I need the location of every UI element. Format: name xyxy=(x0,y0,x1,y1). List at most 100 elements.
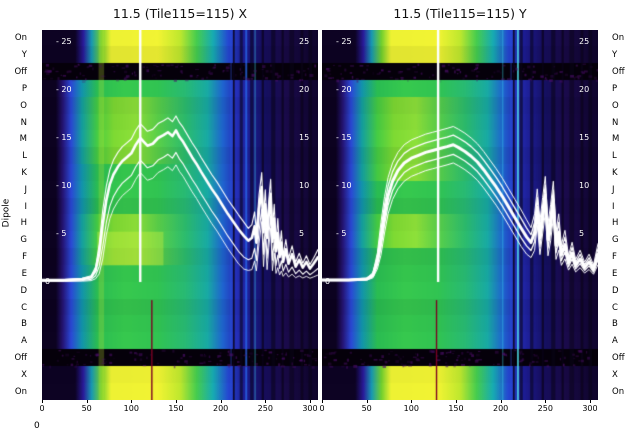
x-tick-label: 0 xyxy=(39,404,45,413)
dipole-row-label-right: On xyxy=(612,33,625,44)
value-tick-label-left: 0 xyxy=(325,277,331,286)
x-tick-mark xyxy=(366,400,368,403)
x-tick-label: 150 xyxy=(448,404,464,413)
x-tick-label: 50 xyxy=(81,404,92,413)
x-tick-label: 300 xyxy=(302,404,318,413)
x-tick-mark xyxy=(309,400,311,403)
x-tick-label: 50 xyxy=(361,404,372,413)
value-tick-label-right: 5 xyxy=(579,229,585,238)
value-tick-label-right: 15 xyxy=(579,133,590,142)
value-tick-label-left: - 10 xyxy=(336,181,352,190)
x-tick-mark xyxy=(131,400,133,403)
dipole-row-label-left: C xyxy=(21,302,27,313)
dipole-row-label-left: A xyxy=(21,336,27,347)
plot-title-x: 11.5 (Tile115=115) X xyxy=(112,6,248,21)
value-tick-label-left: - 15 xyxy=(56,133,72,142)
dipole-row-label-right: P xyxy=(612,83,618,94)
plot-title-y: 11.5 (Tile115=115) Y xyxy=(393,6,527,21)
dipole-row-label-right: Off xyxy=(612,67,625,78)
dipole-row-label-left: D xyxy=(20,285,27,296)
dipole-row-label-left: P xyxy=(21,83,27,94)
x-tick-label: 300 xyxy=(582,404,598,413)
dipole-row-label-left: N xyxy=(20,117,27,128)
x-tick-label: 200 xyxy=(213,404,229,413)
dipole-row-label-right: F xyxy=(612,252,617,263)
dipole-row-label-left: On xyxy=(14,33,27,44)
x-tick-mark xyxy=(42,400,43,403)
dipole-row-label-left: M xyxy=(19,134,27,145)
dipole-row-label-left: On xyxy=(14,386,27,397)
dipole-row-label-right: N xyxy=(612,117,619,128)
x-tick-label: 100 xyxy=(123,404,139,413)
dipole-row-label-right: O xyxy=(612,100,619,111)
value-tick-label-left: - 20 xyxy=(336,85,352,94)
dipole-row-label-right: D xyxy=(612,285,619,296)
value-tick-label-left: - 10 xyxy=(56,181,72,190)
value-tick-label-right: 20 xyxy=(579,85,590,94)
x-tick-label: 100 xyxy=(403,404,419,413)
dipole-row-label-right: I xyxy=(612,201,615,212)
value-tick-label-right: 15 xyxy=(299,133,310,142)
dipole-row-label-right: J xyxy=(612,184,615,195)
heatmap-plot-y xyxy=(322,30,598,400)
dipole-row-label-left: K xyxy=(21,167,27,178)
dipole-row-label-right: On xyxy=(612,386,625,397)
dipole-row-label-left: X xyxy=(21,369,27,380)
value-tick-label-right: 25 xyxy=(579,37,590,46)
dipole-row-label-right: M xyxy=(612,134,620,145)
x-tick-mark xyxy=(500,400,502,403)
value-tick-label-left: - 5 xyxy=(336,229,347,238)
value-tick-label-left: - 25 xyxy=(56,37,72,46)
value-tick-label-left: 0 xyxy=(45,277,51,286)
stray-zero-label: 0 xyxy=(34,421,40,431)
dipole-row-label-right: A xyxy=(612,336,618,347)
dipole-row-label-left: F xyxy=(22,252,27,263)
value-tick-label-right: 25 xyxy=(299,37,310,46)
x-tick-mark xyxy=(265,400,267,403)
x-tick-mark xyxy=(589,400,591,403)
value-tick-label-right: 20 xyxy=(299,85,310,94)
dipole-row-label-left: E xyxy=(21,268,27,279)
dipole-row-label-right: H xyxy=(612,218,619,229)
value-tick-label-right: 5 xyxy=(299,229,305,238)
dipole-row-label-left: I xyxy=(24,201,27,212)
dipole-row-label-right: G xyxy=(612,235,619,246)
dipole-row-label-left: Off xyxy=(14,67,27,78)
dipole-row-label-right: X xyxy=(612,369,618,380)
value-tick-label-left: - 25 xyxy=(336,37,352,46)
dipole-row-label-left: Off xyxy=(14,352,27,363)
dipole-row-label-right: Y xyxy=(612,50,618,61)
x-tick-label: 250 xyxy=(537,404,553,413)
dipole-row-label-right: L xyxy=(612,151,617,162)
x-tick-mark xyxy=(322,400,323,403)
x-tick-label: 250 xyxy=(257,404,273,413)
dipole-row-label-left: H xyxy=(20,218,27,229)
dipole-row-label-left: G xyxy=(20,235,27,246)
dipole-row-label-left: J xyxy=(24,184,27,195)
value-tick-label-left: - 20 xyxy=(56,85,72,94)
x-tick-mark xyxy=(175,400,177,403)
dipole-row-label-right: C xyxy=(612,302,618,313)
x-tick-mark xyxy=(411,400,413,403)
dipole-row-label-left: Y xyxy=(21,50,27,61)
dipole-row-label-left: B xyxy=(21,319,27,330)
dipole-row-label-left: L xyxy=(22,151,27,162)
x-tick-mark xyxy=(545,400,547,403)
value-tick-label-right: 10 xyxy=(299,181,310,190)
value-tick-label-left: - 5 xyxy=(56,229,67,238)
heatmap-plot-x xyxy=(42,30,318,400)
dipole-row-label-right: K xyxy=(612,167,618,178)
x-tick-mark xyxy=(86,400,88,403)
x-tick-label: 150 xyxy=(168,404,184,413)
dipole-row-label-right: E xyxy=(612,268,618,279)
dipole-row-label-right: Off xyxy=(612,352,625,363)
x-tick-label: 200 xyxy=(493,404,509,413)
dipole-row-label-right: B xyxy=(612,319,618,330)
x-tick-mark xyxy=(455,400,457,403)
x-tick-mark xyxy=(220,400,222,403)
value-tick-label-left: - 15 xyxy=(336,133,352,142)
value-tick-label-right: 10 xyxy=(579,181,590,190)
x-tick-label: 0 xyxy=(319,404,325,413)
dipole-row-label-left: O xyxy=(20,100,27,111)
